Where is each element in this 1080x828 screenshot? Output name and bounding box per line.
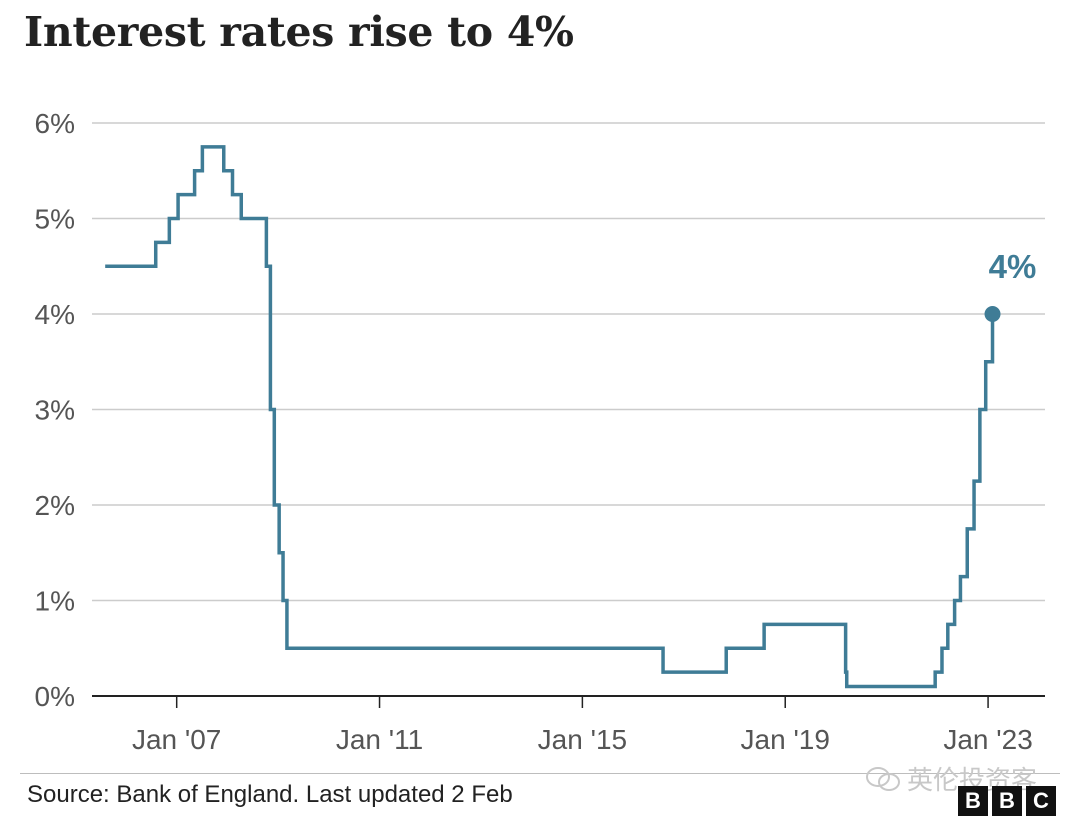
- logo-letter: C: [1026, 786, 1056, 816]
- x-tick-label: Jan '07: [132, 724, 221, 755]
- wechat-icon: [866, 766, 900, 791]
- y-tick-label: 4%: [35, 299, 75, 330]
- x-tick-label: Jan '19: [741, 724, 830, 755]
- line-chart: 0%1%2%3%4%5%6% Jan '07 Jan '11 Jan '15 Jan …: [35, 108, 1045, 755]
- x-tick-label: Jan '15: [538, 724, 627, 755]
- y-tick-label: 2%: [35, 490, 75, 521]
- end-point-label: 4%: [989, 248, 1037, 285]
- x-tick-label: Jan '23: [943, 724, 1032, 755]
- y-tick-label: 1%: [35, 586, 75, 617]
- y-tick-label: 6%: [35, 108, 75, 139]
- y-axis-ticks: 0% 1% 2% 3% 4% 5% 6%: [35, 108, 75, 712]
- logo-letter: B: [958, 786, 988, 816]
- source-note: Source: Bank of England. Last updated 2 …: [27, 781, 513, 808]
- y-tick-label: 5%: [35, 204, 75, 235]
- grid-lines: [92, 122, 1045, 602]
- x-tick-label: Jan '11: [336, 724, 423, 755]
- end-point-marker: [984, 306, 1001, 322]
- x-axis-ticks: Jan '07 Jan '11 Jan '15 Jan '19 Jan '23: [132, 696, 1033, 755]
- y-tick-label: 3%: [35, 395, 75, 426]
- footer-divider: [20, 773, 1060, 774]
- chart-title: Interest rates rise to 4%: [24, 8, 574, 56]
- bbc-logo: B B C: [958, 786, 1056, 816]
- logo-letter: B: [992, 786, 1022, 816]
- y-tick-label: 0%: [35, 681, 75, 712]
- series-line-bank-rate: [105, 145, 995, 689]
